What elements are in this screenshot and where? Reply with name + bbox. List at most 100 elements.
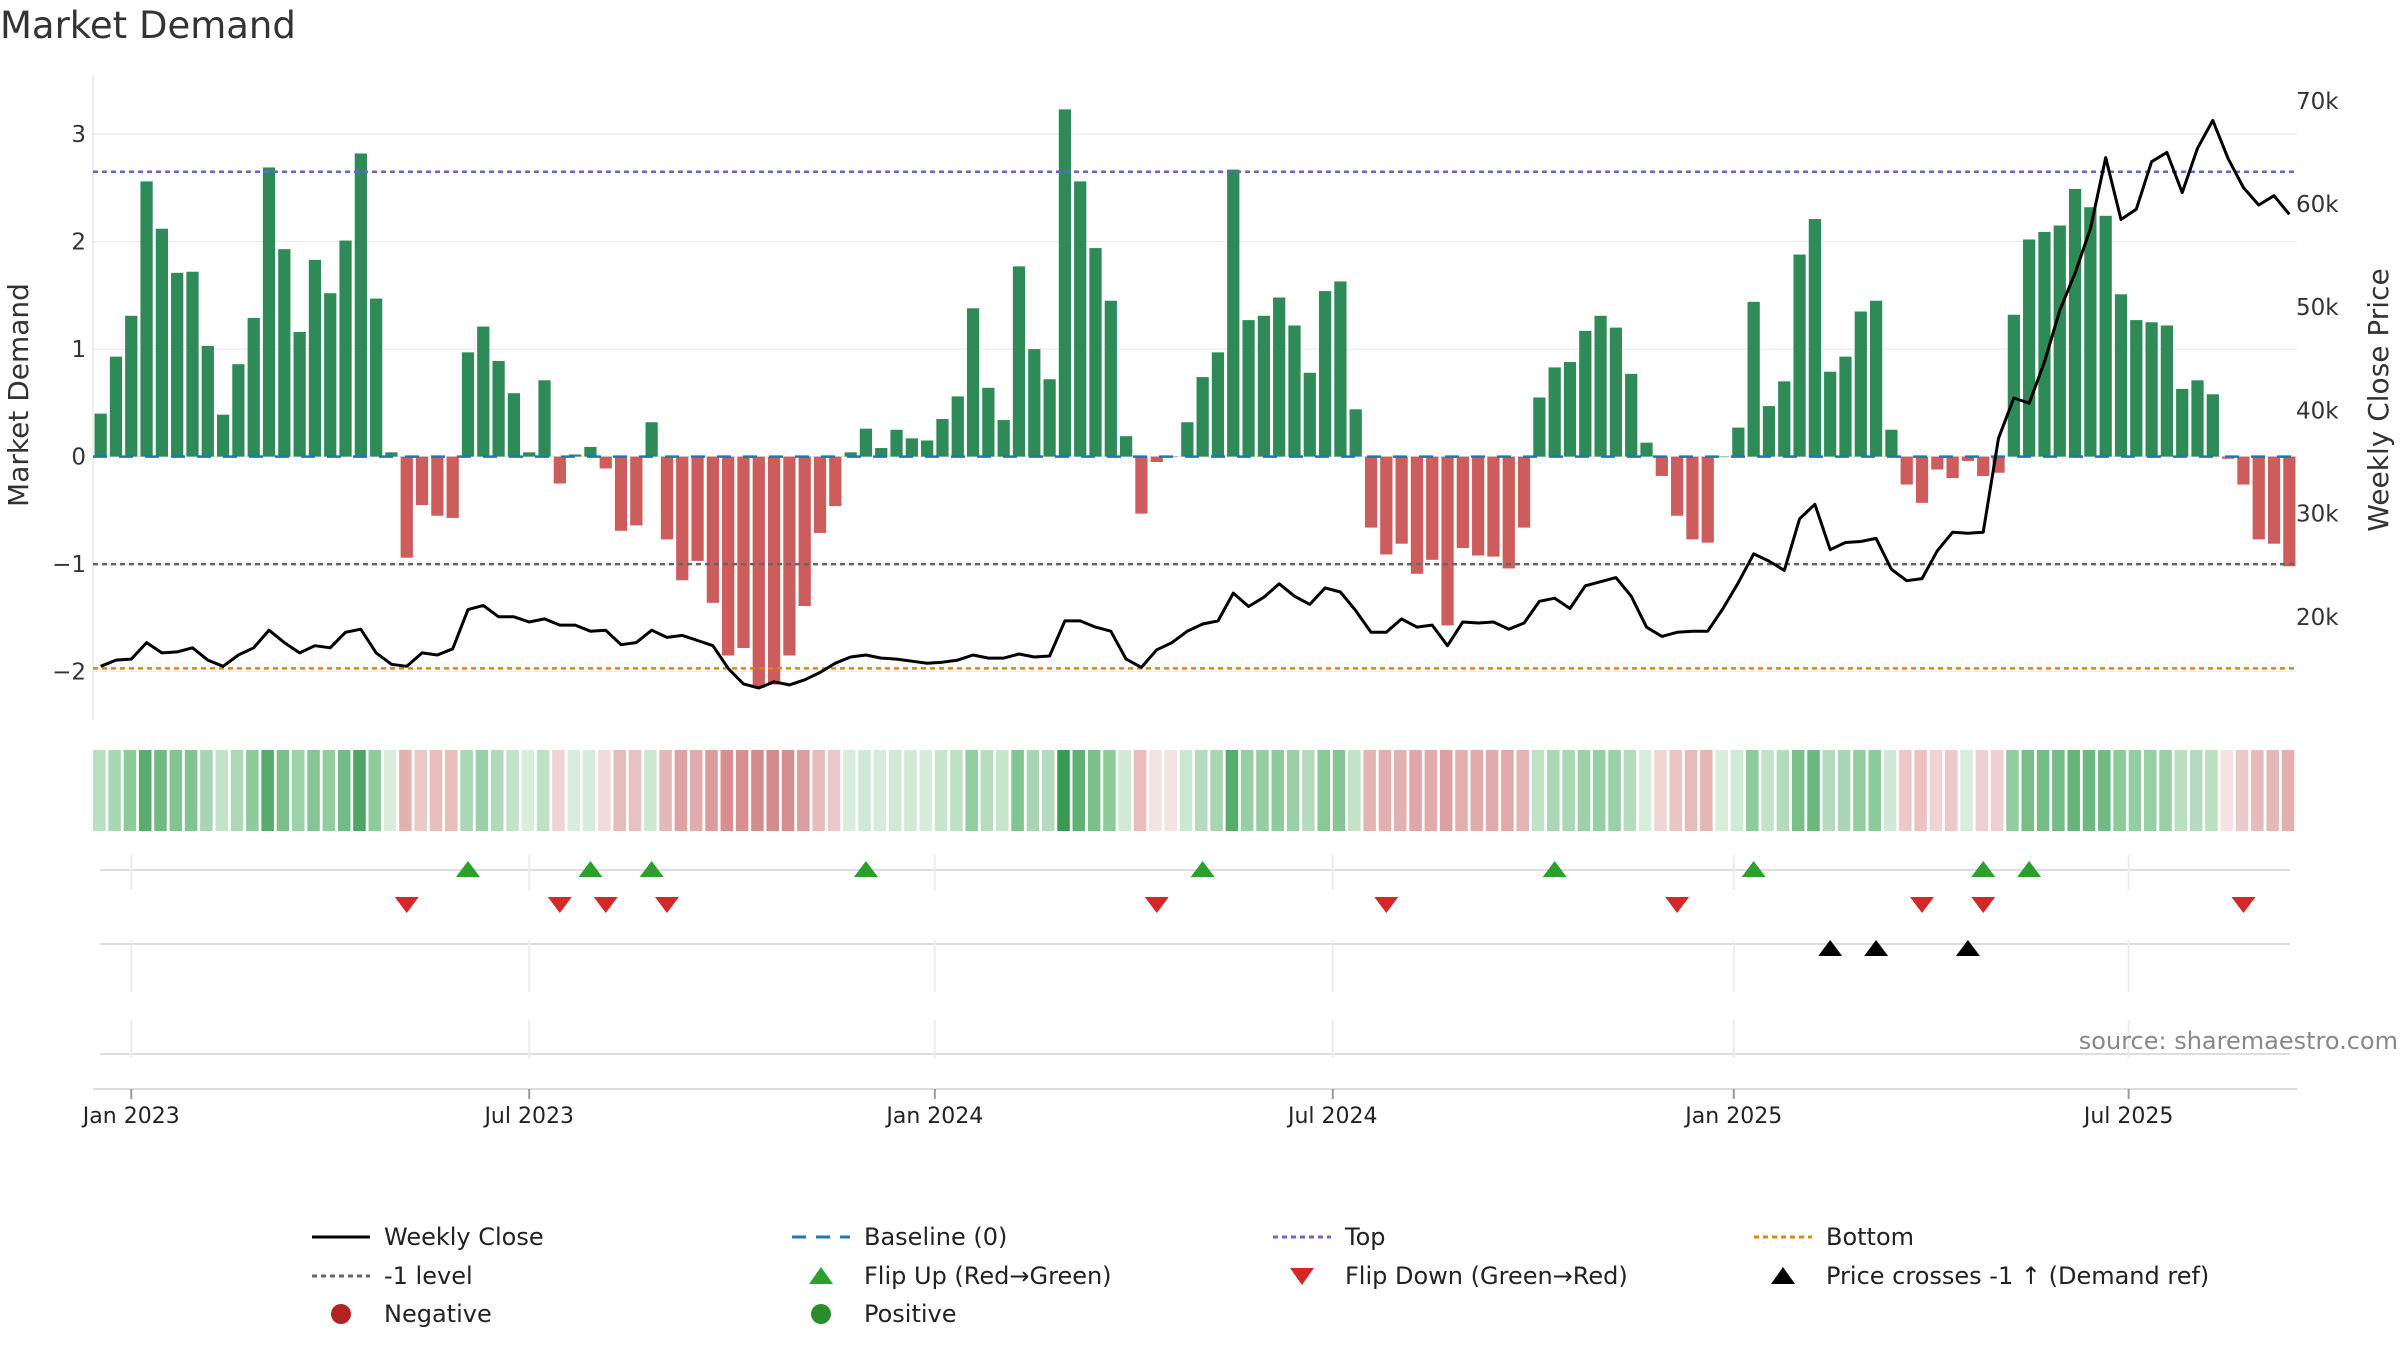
demand-heat-strip	[93, 750, 2295, 831]
demand-bar	[951, 396, 964, 457]
strip-cell	[735, 750, 749, 831]
demand-bar	[614, 456, 628, 531]
demand-bar	[2130, 320, 2143, 457]
y2-tick-label: 20k	[2296, 605, 2339, 631]
strip-cell	[1286, 750, 1300, 831]
legend-price-crosses-1-demand-ref-swatch	[1771, 1267, 1795, 1284]
demand-bar	[2084, 207, 2097, 457]
strip-cell	[781, 750, 795, 831]
strip-cell	[1439, 750, 1453, 831]
demand-bar	[1625, 373, 1638, 457]
strip-cell	[567, 750, 581, 831]
demand-bar	[2038, 231, 2051, 457]
strip-cell	[674, 750, 688, 831]
demand-bar	[1058, 109, 1072, 457]
demand-bar	[1028, 349, 1041, 457]
strip-cell	[1363, 750, 1376, 831]
demand-bar	[813, 456, 827, 533]
date-tick-label: Jul 2024	[1286, 1104, 1378, 1129]
strip-cell	[904, 750, 917, 831]
flip-down-marker	[1374, 897, 1399, 913]
strip-cell	[1899, 750, 1912, 831]
strip-cell	[613, 750, 626, 831]
demand-bar	[232, 364, 245, 457]
legend-negative-label: Negative	[384, 1300, 492, 1328]
flip-down-marker	[1910, 897, 1935, 913]
strip-cell	[689, 750, 703, 831]
demand-bar	[1869, 300, 1883, 457]
demand-bar	[1349, 409, 1362, 457]
strip-cell	[2006, 750, 2019, 831]
strip-cell	[797, 750, 810, 831]
demand-bar	[1946, 456, 1959, 479]
strip-cell	[1516, 750, 1529, 831]
demand-bar	[2099, 215, 2112, 457]
flip-up-marker	[455, 861, 480, 877]
strip-cell	[2235, 750, 2249, 831]
strip-cell	[950, 750, 963, 831]
demand-bar	[691, 456, 704, 561]
demand-bar	[660, 456, 674, 540]
legend-top-label: Top	[1344, 1223, 1386, 1251]
strip-cell	[200, 750, 213, 831]
flip-down-marker	[394, 897, 419, 913]
demand-bar	[1181, 422, 1194, 457]
strip-cell	[1990, 750, 2004, 831]
strip-cell	[1929, 750, 1943, 831]
flip-up-marker	[578, 861, 603, 877]
demand-bar	[1931, 456, 1944, 470]
strip-cell	[2174, 750, 2188, 831]
strip-cell	[1822, 750, 1836, 831]
flip-up-marker	[1190, 861, 1215, 877]
strip-cell	[2052, 750, 2065, 831]
strip-cell	[934, 750, 948, 831]
strip-cell	[2036, 750, 2050, 831]
weekly-close-series	[100, 118, 2291, 690]
flip-up-marker	[1741, 861, 1766, 877]
strip-cell	[184, 750, 198, 831]
demand-bar	[890, 429, 903, 457]
demand-bar	[1456, 456, 1469, 548]
strip-cell	[628, 750, 642, 831]
demand-bar	[2252, 456, 2265, 540]
strip-cell	[460, 750, 473, 831]
flip-up-marker	[1542, 861, 1567, 877]
strip-cell	[1669, 750, 1683, 831]
demand-bar	[109, 356, 123, 457]
demand-bar	[216, 414, 230, 457]
date-tick-label: Jan 2025	[1683, 1104, 1782, 1129]
demand-bar	[1012, 266, 1026, 457]
demand-bar	[1395, 456, 1408, 544]
strip-cell	[353, 750, 366, 831]
strip-cell	[445, 750, 458, 831]
strip-cell	[1944, 750, 1958, 831]
demand-bar	[905, 438, 918, 457]
y2-tick-label: 50k	[2296, 295, 2339, 321]
demand-bar	[1778, 381, 1791, 457]
demand-bar	[1839, 356, 1852, 457]
legend-flip-down-green-red-label: Flip Down (Green→Red)	[1345, 1262, 1628, 1290]
legend-1-level-label: -1 level	[384, 1262, 473, 1290]
demand-bar	[1410, 456, 1424, 574]
strip-cell	[1240, 750, 1254, 831]
demand-bar	[492, 360, 505, 457]
legend-negative-swatch	[331, 1304, 351, 1324]
demand-bar	[354, 153, 367, 457]
demand-bar	[798, 456, 811, 607]
demand-bar	[1074, 181, 1087, 457]
chart-legend: Weekly Close Baseline (0) Top Bottom -1 leve…	[312, 1223, 2209, 1328]
strip-cell	[1684, 750, 1698, 831]
strip-cell	[751, 750, 764, 831]
strip-cell	[1348, 750, 1361, 831]
strip-cell	[1179, 750, 1193, 831]
y-axis-ticks: −2 −1 0 1 2 3	[52, 122, 86, 686]
y2-tick-label: 70k	[2296, 89, 2339, 115]
demand-bar	[370, 298, 383, 457]
strip-cell	[965, 750, 978, 831]
strip-cell	[1547, 750, 1560, 831]
demand-bar	[1732, 427, 1745, 457]
demand-bar	[171, 272, 184, 457]
legend-bottom-label: Bottom	[1826, 1223, 1914, 1251]
demand-bar	[1977, 456, 1990, 476]
